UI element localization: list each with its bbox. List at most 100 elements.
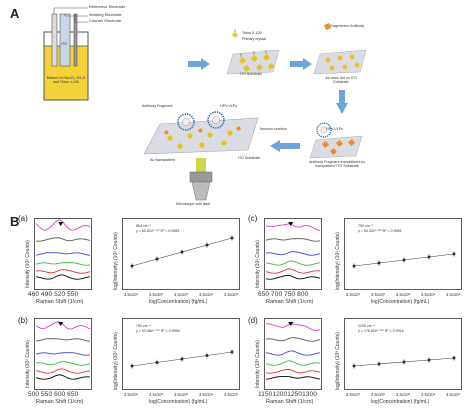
- fit-legend-equation: y = 53.98x⁰·⁰⁰⁹ R² = 0.9954: [136, 329, 180, 333]
- fit-legend-equation: y = 54.32x⁰·⁰⁰⁶ R² = 0.9965: [358, 229, 402, 233]
- fit-x-axis-label: log(Concentration) (fg/mL): [149, 399, 208, 405]
- peak-marker-icon: [58, 322, 64, 326]
- subpanel-letter: (d): [248, 316, 258, 325]
- process-arrow-down: [336, 90, 348, 114]
- fit-y-axis-label: log(Intensity) (10³ Counts): [113, 232, 119, 290]
- fit-y-axis-label: log(Intensity) (10³ Counts): [335, 332, 341, 390]
- subpanel-letter: (b): [18, 316, 28, 325]
- spectrum-line: [35, 321, 91, 330]
- spectra-y-axis-label: Intensity (10³ Counts): [255, 340, 261, 388]
- fit-x-axis-label: log(Concentration) (fg/mL): [371, 299, 430, 305]
- fit-x-tick: 3.5x10⁴: [421, 392, 436, 397]
- spectrum-line: [265, 238, 321, 242]
- hpv-vlps-label: HPV-VLPs: [220, 104, 237, 108]
- fit-x-tick: 3.5x10⁴: [199, 292, 214, 297]
- raman-spectra-plot: [34, 218, 92, 290]
- immuno-reaction-label: Immuno-reaction: [260, 127, 287, 131]
- ito-substrate-label: ITO Substrate: [240, 72, 263, 76]
- fragmented-antibody-legend: Fragmented Antibody: [330, 24, 365, 28]
- spectrum-line: [35, 252, 91, 256]
- calibration-plot: [122, 318, 240, 390]
- spectrum-line: [265, 360, 321, 366]
- spectra-x-axis-label: Raman Shift (1/cm): [36, 399, 84, 405]
- process-arrow-1: [188, 58, 210, 70]
- fit-x-tick: 3.5x10²: [149, 392, 163, 397]
- ito-substrate-bottom-label: ITO Substrate: [238, 156, 261, 160]
- counter-electrode-label: Counter Electrode: [89, 18, 122, 23]
- spectrum-line: [35, 368, 91, 374]
- process-arrow-2: [290, 58, 312, 70]
- antibody-fragment-label: Antibody Fragment: [142, 104, 173, 108]
- spectrum-line: [35, 237, 91, 242]
- fit-legend-label: 1200 cm⁻¹: [358, 324, 375, 328]
- fit-x-tick: 3.5x10⁵: [224, 392, 239, 397]
- spectrum-line: [265, 369, 321, 374]
- fit-x-tick: 3.5x10¹: [124, 292, 138, 297]
- fit-x-tick: 3.5x10²: [371, 392, 385, 397]
- spectra-y-axis-label: Intensity (10³ Counts): [255, 240, 261, 288]
- fit-x-tick: 3.5x10³: [396, 292, 410, 297]
- fit-legend-equation: y = 60.82x⁰·⁰⁰⁷ R² = 0.9983: [136, 229, 180, 233]
- working-electrode-label: Working Electrode: [89, 12, 122, 17]
- fit-x-tick: 3.5x10¹: [346, 292, 360, 297]
- fit-x-tick: 3.5x10⁴: [421, 292, 436, 297]
- peak-marker-icon: [58, 222, 64, 226]
- spectra-y-axis-label: Intensity (10³ Counts): [25, 340, 31, 388]
- spectrum-line: [265, 268, 321, 274]
- detection-substrate-diagram: [143, 111, 259, 201]
- fit-y-axis-label: log(Intensity) (10³ Counts): [335, 232, 341, 290]
- spectra-x-ticks: 460 490 520 550: [28, 291, 79, 298]
- au-nanodot-label: Au nano dot on ITO Substrate: [325, 76, 357, 84]
- fit-x-tick: 3.5x10⁵: [446, 392, 461, 397]
- fit-x-tick: 3.5x10⁵: [224, 292, 239, 297]
- crystal-legend: Primary crystal: [242, 37, 266, 41]
- ito-electrode-label: ITO: [61, 42, 67, 46]
- triton-icon: [232, 29, 238, 38]
- raman-spectra-plot: [264, 218, 322, 290]
- immobilized-substrate-label: Antibody Fragment Immobilized Au nanopat…: [309, 160, 365, 168]
- fit-x-tick: 3.5x10³: [174, 392, 188, 397]
- fit-x-tick: 3.5x10²: [149, 292, 163, 297]
- antibody-immobilized-substrate: [309, 122, 363, 159]
- spectra-x-axis-label: Raman Shift (1/cm): [36, 299, 84, 305]
- reference-electrode-label: Reference Electrode: [89, 4, 126, 9]
- fit-legend-label: 700 cm⁻¹: [358, 224, 373, 228]
- spectrum-line: [35, 262, 91, 266]
- spectra-y-axis-label: Intensity (10³ Counts): [25, 240, 31, 288]
- electrochemical-cell-diagram: [43, 7, 89, 101]
- fit-x-tick: 3.5x10²: [371, 292, 385, 297]
- raman-spectra-plot: [264, 318, 322, 390]
- spectrum-line: [265, 323, 321, 331]
- subpanel-letter: (c): [248, 214, 258, 223]
- fit-legend-label: 750 cm⁻¹: [136, 324, 151, 328]
- fit-legend-label: 664 cm⁻¹: [136, 224, 151, 228]
- spectrum-line: [265, 223, 321, 231]
- fit-x-tick: 3.5x10³: [174, 292, 188, 297]
- peak-marker-icon: [288, 322, 294, 326]
- spectrum-line: [35, 338, 91, 342]
- fit-legend-equation: y = 176.62x⁰·⁰⁰⁵ R² = 0.9916: [358, 329, 404, 333]
- fit-y-axis-label: log(Intensity) (10³ Counts): [113, 332, 119, 390]
- fit-x-axis-label: log(Concentration) (fg/mL): [149, 299, 208, 305]
- ito-substrate-crystals: [226, 49, 280, 75]
- raman-spectra-plot: [34, 318, 92, 390]
- spectrum-line: [35, 374, 91, 380]
- spectra-x-ticks: 650 700 750 800: [258, 291, 309, 298]
- fit-x-tick: 3.5x10⁵: [446, 292, 461, 297]
- calibration-plot: [344, 318, 462, 390]
- spectrum-line: [265, 337, 321, 342]
- fit-x-tick: 3.5x10¹: [124, 392, 138, 397]
- fit-x-tick: 3.5x10³: [396, 392, 410, 397]
- solution-label: Mixture of HAuCl₄·3H₂O and Triton x-100: [46, 76, 86, 84]
- spectrum-line: [265, 350, 321, 356]
- au-nanopattern-label: Au Nanopattern: [150, 158, 176, 162]
- fit-x-tick: 3.5x10⁴: [199, 392, 214, 397]
- peak-marker-icon: [288, 222, 294, 226]
- fit-x-axis-label: log(Concentration) (fg/mL): [371, 399, 430, 405]
- calibration-plot: [344, 218, 462, 290]
- process-arrow-left: [270, 140, 300, 152]
- spectrum-line: [265, 275, 321, 280]
- microscope-label: Microscope with laser: [176, 202, 211, 206]
- spectrum-line: [35, 274, 91, 280]
- au-nanodot-substrate: [313, 23, 367, 75]
